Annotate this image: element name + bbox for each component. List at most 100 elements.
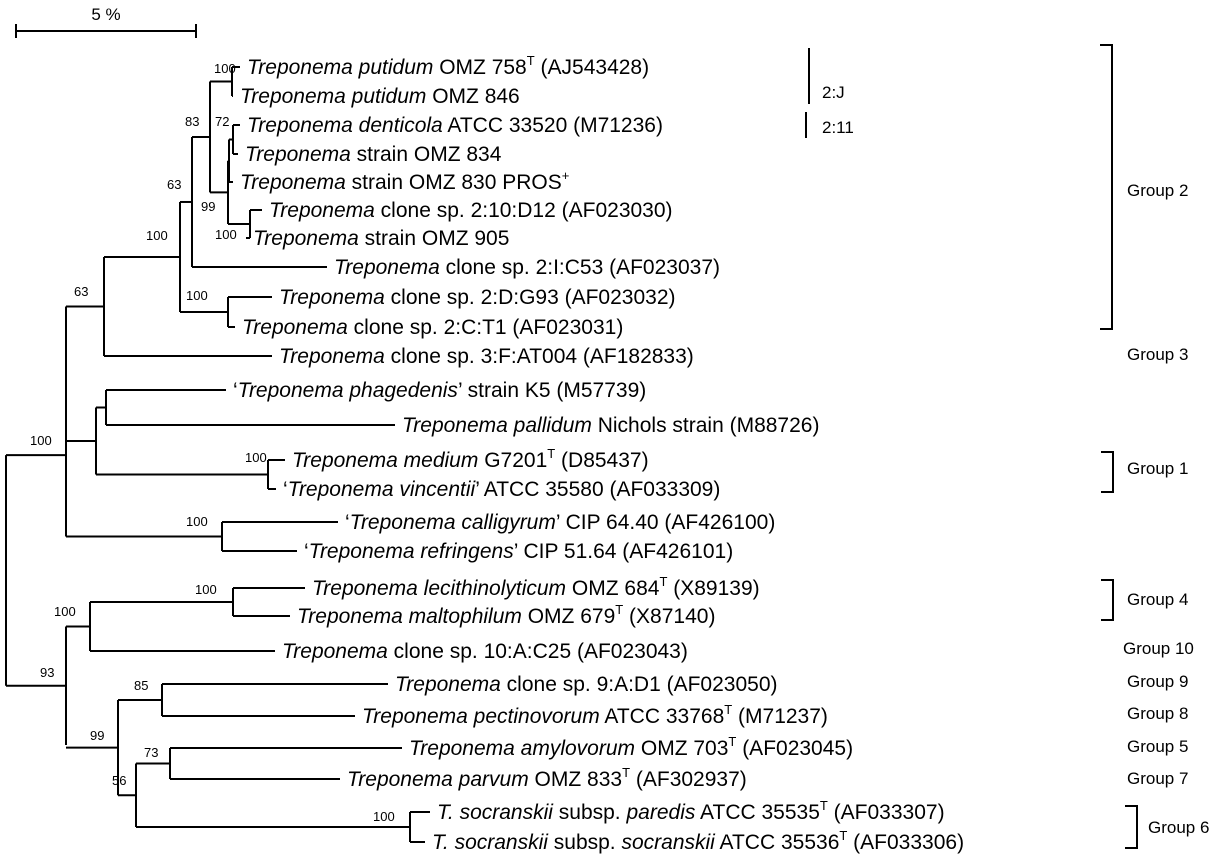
taxon-label-part: ATCC 33768: [600, 705, 725, 728]
taxon-label-part: Treponema: [269, 199, 375, 222]
taxon-label-part: Treponema pectinovorum: [362, 705, 600, 728]
taxon-label-part: (AF033306): [847, 831, 964, 854]
taxon-label-part: (X87140): [623, 605, 715, 628]
taxon-label-part: subsp.: [548, 831, 622, 854]
taxon-label-omz834: Treponema strain OMZ 834: [245, 143, 502, 166]
taxon-label-part: +: [562, 168, 570, 183]
support-value-n_73: 73: [144, 745, 158, 760]
taxon-label-part: ‘: [345, 511, 350, 534]
support-value-n_med: 100: [245, 450, 267, 465]
taxon-label-amylo: Treponema amylovorum OMZ 703T (AF023045): [409, 734, 853, 760]
taxon-label-part: strain OMZ 834: [351, 143, 502, 166]
taxon-label-c53: Treponema clone sp. 2:I:C53 (AF023037): [334, 256, 720, 279]
taxon-label-d1: Treponema clone sp. 9:A:D1 (AF023050): [395, 673, 778, 696]
taxon-label-part: Nichols strain (M88726): [592, 414, 820, 437]
taxon-label-part: (X89139): [667, 577, 759, 600]
support-value-n_g4: 100: [54, 604, 76, 619]
group-brackets: Group 2 Group 3 Group 1 Group 4 Group 10 Grou…: [1100, 44, 1209, 849]
taxon-label-calligyrum: ‘Treponema calligyrum’ CIP 64.40 (AF4261…: [345, 511, 775, 534]
taxon-label-part: Treponema: [334, 256, 440, 279]
taxon-label-part: Treponema refringens: [309, 540, 515, 563]
taxon-label-part: G7201: [478, 449, 547, 472]
taxon-label-part: subsp.: [553, 801, 627, 824]
taxon-label-part: Treponema putidum: [240, 85, 426, 108]
support-value-n_99b: 99: [90, 728, 104, 743]
taxon-label-part: Treponema lecithinolyticum: [312, 577, 566, 600]
support-value-n_g93: 100: [186, 288, 208, 303]
taxon-label-part: paredis: [625, 801, 695, 824]
taxon-label-part: ‘: [233, 379, 238, 402]
taxon-label-part: Treponema vincentii: [288, 478, 477, 501]
taxon-label-part: Treponema amylovorum: [409, 737, 635, 760]
clade-label-211: 2:11: [822, 118, 854, 137]
taxon-label-part: Treponema: [279, 286, 385, 309]
taxon-label-part: ATCC 35536: [715, 831, 840, 854]
taxon-label-part: Treponema: [282, 640, 388, 663]
taxon-label-part: OMZ 684: [566, 577, 660, 600]
taxon-label-part: T: [622, 765, 630, 780]
group-label-g7: Group 7: [1127, 769, 1188, 788]
taxon-label-part: Treponema: [395, 673, 501, 696]
taxon-label-part: Treponema pallidum: [402, 414, 592, 437]
taxon-label-part: ’ strain K5 (M57739): [458, 379, 646, 402]
group-label-g1: Group 1: [1127, 459, 1188, 478]
taxon-label-part: OMZ 703: [635, 737, 728, 760]
clade-label-2J: 2:J: [822, 83, 845, 102]
support-value-n_83: 83: [185, 114, 199, 129]
support-value-n_100b: 100: [146, 228, 168, 243]
taxon-labels: Treponema putidum OMZ 758T (AJ543428)Tre…: [233, 53, 964, 854]
taxon-label-part: (AF033307): [828, 801, 945, 824]
taxon-label-socranskii: T. socranskii subsp. socranskii ATCC 355…: [432, 828, 964, 854]
taxon-label-part: ATCC 33520 (M71236): [443, 114, 663, 137]
taxon-label-part: Treponema calligyrum: [350, 511, 556, 534]
support-value-n_63b: 63: [74, 284, 88, 299]
group-bracket-g4: [1101, 579, 1114, 621]
taxon-label-part: ’ CIP 64.40 (AF426100): [556, 511, 775, 534]
support-value-n_lec: 100: [195, 582, 217, 597]
taxon-label-part: T: [728, 734, 736, 749]
group-label-g5: Group 5: [1127, 737, 1188, 756]
taxon-label-part: ’ CIP 51.64 (AF426101): [514, 540, 733, 563]
taxon-label-part: Treponema putidum: [247, 56, 433, 79]
support-values: 1007299100836310010063100100100100100857…: [30, 61, 395, 824]
taxon-label-part: T: [547, 446, 555, 461]
taxon-label-part: OMZ 679: [522, 605, 615, 628]
taxon-label-part: ’ ATCC 35580 (AF033309): [475, 478, 720, 501]
support-value-n_put: 100: [214, 61, 236, 76]
group-label-g3: Group 3: [1127, 345, 1188, 364]
taxon-label-part: clone sp. 10:A:C25 (AF023043): [388, 640, 688, 663]
taxon-label-part: T: [724, 702, 732, 717]
group-bracket-g1: [1101, 451, 1114, 493]
support-value-n_soc: 100: [373, 809, 395, 824]
taxon-label-parvum: Treponema parvum OMZ 833T (AF302937): [347, 765, 747, 791]
taxon-label-part: (AF023045): [736, 737, 853, 760]
taxon-label-part: socranskii: [621, 831, 716, 854]
taxon-label-part: strain OMZ 830 PROS: [346, 171, 562, 194]
taxon-label-putidum846: Treponema putidum OMZ 846: [240, 85, 520, 108]
taxon-label-part: T: [527, 53, 535, 68]
support-value-n_root: 100: [30, 433, 52, 448]
taxon-label-part: T. socranskii: [437, 801, 554, 824]
taxon-label-part: T: [820, 798, 828, 813]
taxon-label-refringens: ‘Treponema refringens’ CIP 51.64 (AF4261…: [304, 540, 733, 563]
taxon-label-denticola: Treponema denticola ATCC 33520 (M71236): [247, 114, 663, 137]
taxon-label-part: T: [615, 602, 623, 617]
taxon-label-part: Treponema maltophilum: [297, 605, 522, 628]
taxon-label-part: ‘: [283, 478, 288, 501]
taxon-label-phagedenis: ‘Treponema phagedenis’ strain K5 (M57739…: [233, 379, 646, 402]
support-value-n_85: 85: [134, 678, 148, 693]
group-label-g10: Group 10: [1123, 639, 1194, 658]
support-value-n_905: 100: [215, 227, 237, 242]
taxon-label-part: (M71237): [732, 705, 828, 728]
taxon-label-part: T: [839, 828, 847, 843]
taxon-label-pectino: Treponema pectinovorum ATCC 33768T (M712…: [362, 702, 828, 728]
support-value-n_99a: 99: [201, 199, 215, 214]
taxon-label-part: strain OMZ 905: [359, 227, 510, 250]
taxon-label-part: Treponema: [240, 171, 346, 194]
taxon-label-part: clone sp. 2:10:D12 (AF023030): [375, 199, 673, 222]
taxon-label-part: ‘: [304, 540, 309, 563]
group-label-g6: Group 6: [1148, 818, 1209, 837]
taxon-label-lecithino: Treponema lecithinolyticum OMZ 684T (X89…: [312, 574, 760, 600]
taxon-label-part: OMZ 758: [433, 56, 526, 79]
